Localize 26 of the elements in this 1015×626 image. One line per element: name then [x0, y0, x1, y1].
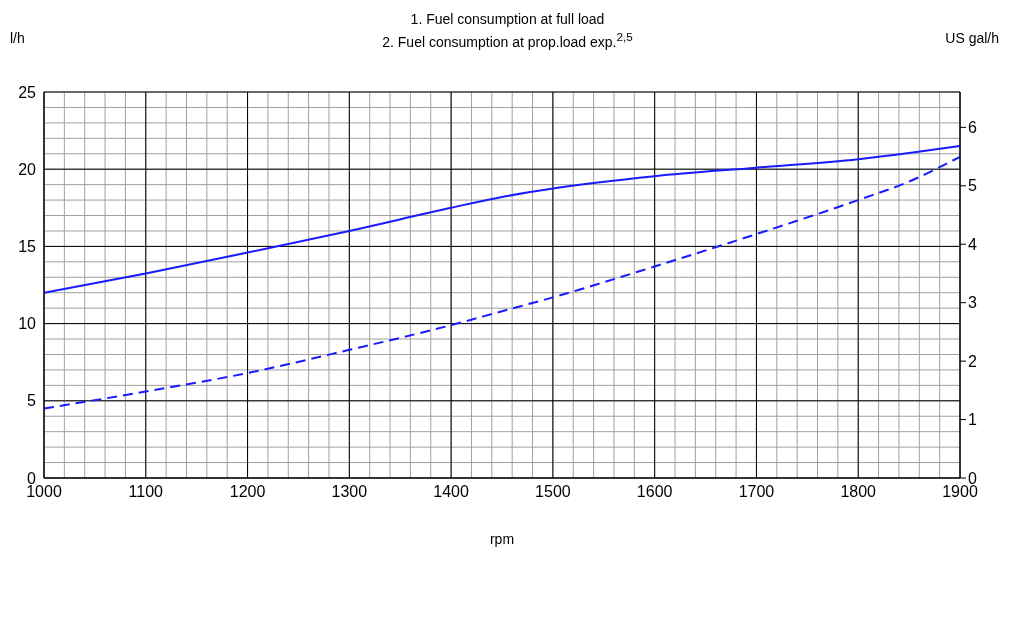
y2-tick-label: 1 — [968, 411, 977, 429]
y2-axis-title: US gal/h — [945, 30, 999, 46]
x-tick-label: 1500 — [535, 483, 571, 501]
x-tick-label: 1400 — [433, 483, 470, 501]
y2-tick-label: 4 — [968, 235, 977, 253]
x-tick-label: 1900 — [942, 483, 978, 501]
y-tick-label: 25 — [18, 83, 37, 101]
y2-tick-label: 6 — [968, 119, 977, 137]
x-tick-label: 1200 — [229, 483, 266, 501]
x-tick-label: 1000 — [26, 483, 62, 501]
chart-subtitle: 2. Fuel consumption at prop.load exp.$^{2,5}$ — [382, 30, 633, 50]
y2-tick-label: 2 — [968, 352, 977, 370]
x-tick-label: 1100 — [128, 483, 164, 501]
x-tick-label: 1600 — [636, 483, 673, 501]
x-tick-label: 1800 — [840, 483, 877, 501]
chart-title: 1. Fuel consumption at full load — [409, 10, 606, 28]
y-tick-label: 10 — [18, 315, 37, 333]
x-tick-label: 1700 — [738, 483, 775, 501]
y-tick-label: 15 — [18, 238, 37, 256]
y-tick-label: 5 — [27, 392, 37, 410]
y-tick-label: 20 — [18, 160, 37, 178]
y-axis-title: l/h — [10, 30, 25, 46]
x-tick-label: 1300 — [331, 483, 368, 501]
y2-tick-label: 3 — [968, 294, 977, 312]
x-axis-title: rpm — [489, 531, 515, 547]
y2-tick-label: 5 — [968, 177, 977, 195]
